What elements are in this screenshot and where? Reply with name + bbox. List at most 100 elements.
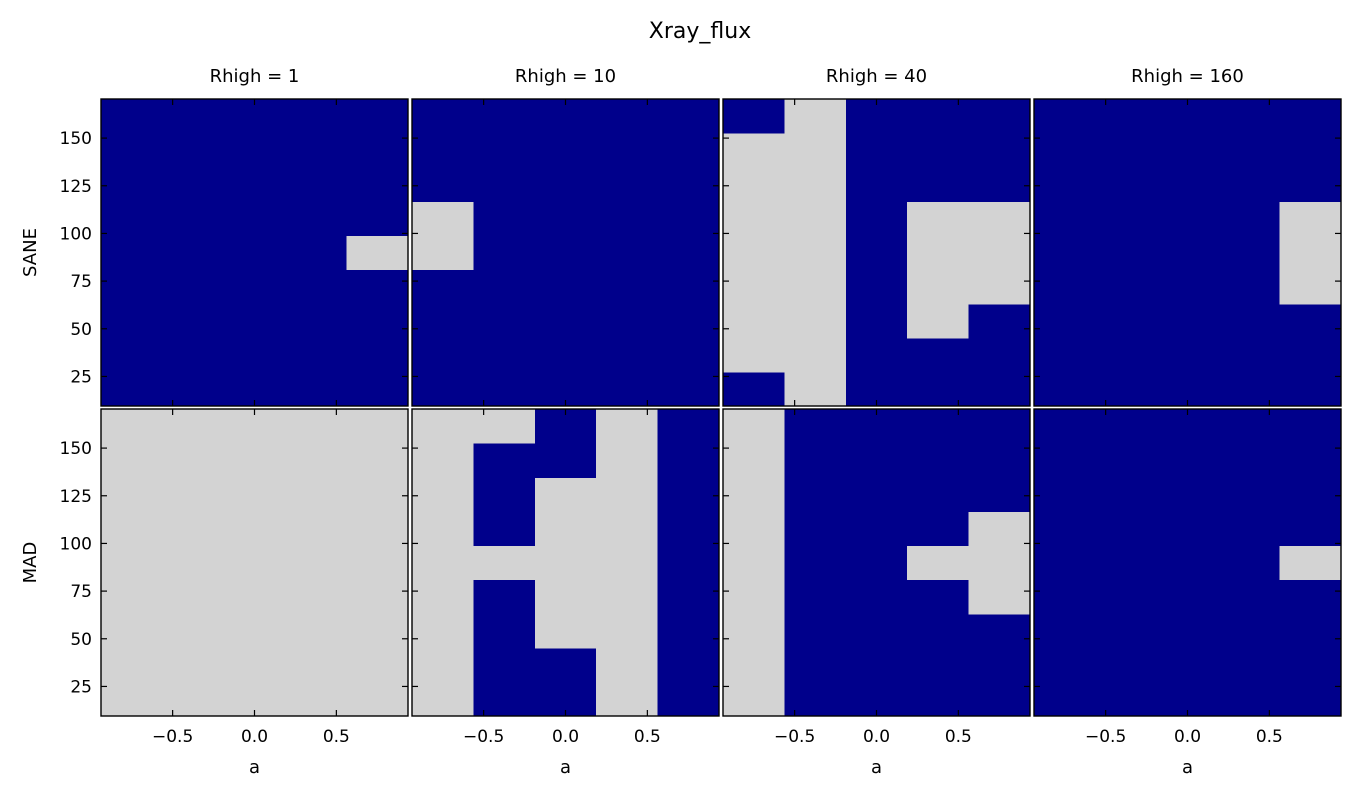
- heatmap-cell: [412, 511, 474, 547]
- heatmap-cell: [162, 337, 225, 373]
- heatmap-cell: [723, 477, 785, 512]
- heatmap-cell: [223, 443, 286, 478]
- heatmap-cell: [657, 579, 719, 615]
- heatmap-cell: [1218, 269, 1281, 305]
- heatmap-cell: [1034, 477, 1096, 512]
- heatmap-cell: [346, 477, 408, 512]
- heatmap-cell: [657, 477, 719, 512]
- heatmap-cell: [968, 443, 1030, 478]
- heatmap-cell: [1156, 337, 1219, 373]
- heatmap-cell: [1095, 511, 1158, 547]
- heatmap-cell: [346, 613, 408, 649]
- heatmap-cell: [346, 167, 408, 202]
- heatmap-cell: [907, 235, 970, 271]
- y-tick-label: 125: [60, 487, 92, 507]
- heatmap-cell: [968, 167, 1030, 202]
- heatmap-cell: [412, 99, 474, 134]
- y-tick-label: 25: [70, 367, 92, 387]
- heatmap-cell: [1279, 337, 1341, 373]
- column-title: Rhigh = 40: [826, 66, 927, 87]
- heatmap-cell: [223, 303, 286, 339]
- heatmap-cell: [101, 337, 163, 373]
- x-tick-label: −0.5: [463, 727, 504, 747]
- heatmap-cell: [1218, 303, 1281, 339]
- heatmap-cell: [1156, 201, 1219, 237]
- heatmap-cell: [285, 545, 348, 581]
- heatmap-cell: [1218, 681, 1281, 716]
- heatmap-cell: [968, 235, 1030, 271]
- heatmap-cell: [784, 133, 847, 168]
- heatmap-cell: [412, 201, 474, 237]
- heatmap-cell: [596, 133, 659, 168]
- heatmap-cell: [101, 201, 163, 237]
- heatmap-cell: [657, 681, 719, 716]
- heatmap-panel: [722, 408, 1031, 717]
- heatmap-cell: [534, 133, 597, 168]
- heatmap-cell: [285, 409, 348, 444]
- heatmap-cell: [285, 371, 348, 406]
- row-label: MAD: [20, 542, 41, 584]
- heatmap-panel: [1033, 408, 1342, 717]
- heatmap-cell: [1095, 613, 1158, 649]
- heatmap-cell: [412, 477, 474, 512]
- heatmap-cell: [223, 235, 286, 271]
- heatmap-cell: [1156, 167, 1219, 202]
- heatmap-cell: [907, 201, 970, 237]
- heatmap-cell: [285, 681, 348, 716]
- heatmap-cell: [968, 545, 1030, 581]
- heatmap-panel: [411, 98, 720, 407]
- heatmap-cell: [1218, 235, 1281, 271]
- heatmap-cell: [784, 201, 847, 237]
- heatmap-cell: [784, 269, 847, 305]
- heatmap-cell: [845, 133, 908, 168]
- y-tick-label: 25: [70, 677, 92, 697]
- heatmap-cell: [534, 647, 597, 683]
- x-tick-label: 0.5: [634, 727, 661, 747]
- heatmap-cell: [1218, 99, 1281, 134]
- heatmap-cell: [657, 545, 719, 581]
- heatmap-cell: [1218, 477, 1281, 512]
- heatmap-cell: [285, 99, 348, 134]
- heatmap-cell: [1156, 647, 1219, 683]
- x-tick-label: 0.0: [552, 727, 579, 747]
- heatmap-cell: [101, 545, 163, 581]
- heatmap-cell: [346, 579, 408, 615]
- heatmap-cell: [596, 269, 659, 305]
- heatmap-cell: [723, 511, 785, 547]
- heatmap-cell: [1156, 133, 1219, 168]
- heatmap-cell: [473, 269, 536, 305]
- heatmap-cell: [534, 303, 597, 339]
- heatmap-cell: [657, 167, 719, 202]
- heatmap-cell: [907, 647, 970, 683]
- x-tick-label: 0.0: [1174, 727, 1201, 747]
- heatmap-cell: [1034, 443, 1096, 478]
- heatmap-cell: [1218, 133, 1281, 168]
- heatmap-cell: [473, 167, 536, 202]
- heatmap-cell: [1279, 647, 1341, 683]
- heatmap-cell: [723, 201, 785, 237]
- heatmap-cell: [907, 303, 970, 339]
- heatmap-cell: [968, 409, 1030, 444]
- heatmap-cell: [1034, 167, 1096, 202]
- heatmap-cell: [162, 647, 225, 683]
- heatmap-cell: [845, 337, 908, 373]
- heatmap-cell: [596, 337, 659, 373]
- heatmap-cell: [1279, 477, 1341, 512]
- heatmap-cell: [1279, 681, 1341, 716]
- y-tick-label: 75: [70, 272, 92, 292]
- heatmap-cell: [1279, 579, 1341, 615]
- heatmap-cell: [223, 579, 286, 615]
- heatmap-cell: [657, 613, 719, 649]
- heatmap-cell: [845, 167, 908, 202]
- heatmap-cell: [534, 443, 597, 478]
- heatmap-cell: [784, 303, 847, 339]
- heatmap-cell: [101, 133, 163, 168]
- heatmap-cell: [1218, 443, 1281, 478]
- heatmap-cell: [412, 681, 474, 716]
- heatmap-cell: [1156, 269, 1219, 305]
- heatmap-cell: [1279, 235, 1341, 271]
- heatmap-cell: [657, 511, 719, 547]
- heatmap-cell: [223, 613, 286, 649]
- heatmap-cell: [534, 167, 597, 202]
- x-tick-label: 0.0: [863, 727, 890, 747]
